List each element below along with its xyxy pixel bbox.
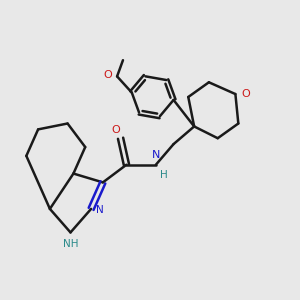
Text: NH: NH (63, 239, 78, 249)
Text: O: O (103, 70, 112, 80)
Text: O: O (242, 89, 250, 99)
Text: N: N (96, 206, 104, 215)
Text: O: O (112, 125, 121, 135)
Text: N: N (152, 150, 161, 160)
Text: H: H (160, 170, 168, 180)
